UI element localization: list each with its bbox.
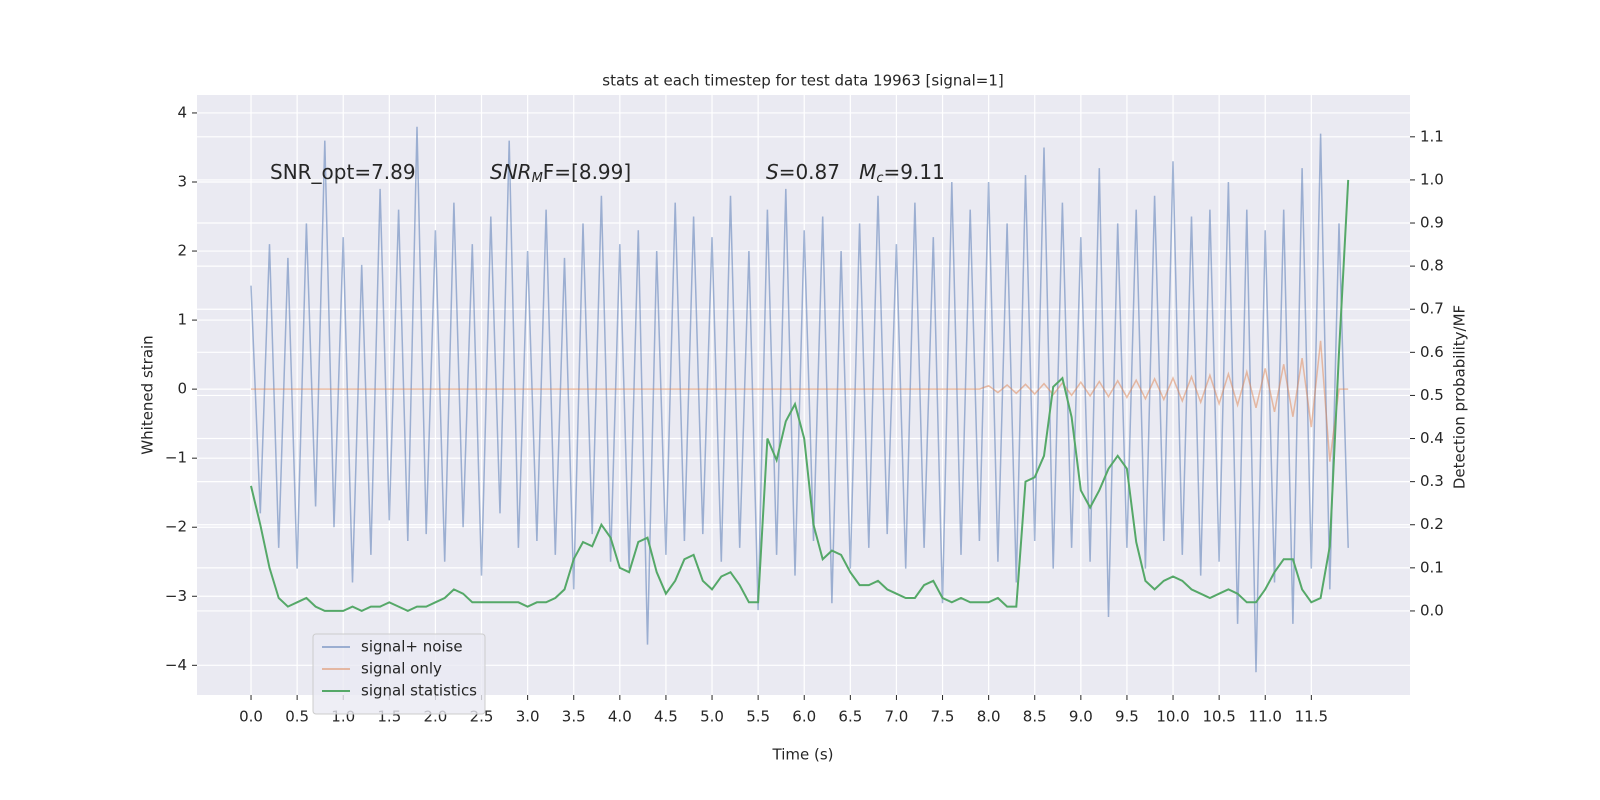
y2-tick-label: 0.8 <box>1420 257 1444 275</box>
y-tick-label: −4 <box>165 656 187 674</box>
y2-tick-label: 0.5 <box>1420 386 1444 404</box>
annotation-part: =9.11 <box>884 160 945 184</box>
y-tick-label: 0 <box>177 380 187 398</box>
annotation-part: S <box>766 160 779 184</box>
y2-tick-label: 1.0 <box>1420 170 1444 188</box>
y-tick-label: −3 <box>165 587 187 605</box>
y-tick-label: −2 <box>165 518 187 536</box>
x-tick-label: 9.5 <box>1115 708 1139 726</box>
x-tick-label: 0.0 <box>239 708 263 726</box>
legend-label: signal+ noise <box>361 638 463 656</box>
x-tick-label: 10.5 <box>1202 708 1235 726</box>
series-line <box>250 179 1350 613</box>
y2-tick-label: 0.1 <box>1420 558 1444 576</box>
x-tick-label: 8.0 <box>977 708 1001 726</box>
y2-tick-label: 0.7 <box>1420 300 1444 318</box>
x-tick-label: 3.0 <box>516 708 540 726</box>
annotation: SNR_opt=7.89 <box>270 160 416 184</box>
y2-tick-label: 0.0 <box>1420 601 1444 619</box>
y2-tick-label: 1.1 <box>1420 127 1444 145</box>
series-line <box>251 340 1349 462</box>
legend-box <box>312 633 486 715</box>
y2-tick-label: 0.9 <box>1420 214 1444 232</box>
series-line <box>250 126 1349 673</box>
chart-title: stats at each timestep for test data 199… <box>602 72 1003 90</box>
annotation-part: c <box>876 171 883 186</box>
x-tick-label: 11.0 <box>1249 708 1282 726</box>
x-tick-label: 11.5 <box>1295 708 1328 726</box>
legend-label: signal statistics <box>361 682 477 700</box>
annotation-part: M <box>532 171 543 186</box>
y2-tick-label: 0.4 <box>1420 429 1444 447</box>
x-tick-label: 7.0 <box>885 708 909 726</box>
x-tick-label: 6.5 <box>838 708 862 726</box>
x-tick-label: 7.5 <box>931 708 955 726</box>
y-tick-label: 2 <box>177 242 187 260</box>
annotation-part: SNR_opt=7.89 <box>270 160 416 184</box>
x-tick-label: 8.5 <box>1023 708 1047 726</box>
y-tick-label: 4 <box>177 103 187 121</box>
x-tick-label: 5.0 <box>700 708 724 726</box>
annotation-part: =0.87 <box>779 160 859 184</box>
annotation: S=0.87 Mc=9.11 <box>766 160 945 186</box>
x-tick-label: 5.5 <box>746 708 770 726</box>
y-axis-label: Whitened strain <box>139 335 157 454</box>
x-tick-label: 4.0 <box>608 708 632 726</box>
y-tick-label: 1 <box>177 311 187 329</box>
x-tick-label: 3.5 <box>562 708 586 726</box>
x-tick-label: 10.0 <box>1156 708 1189 726</box>
x-tick-label: 9.0 <box>1069 708 1093 726</box>
annotation-part: SNR <box>490 160 532 184</box>
legend-label: signal only <box>361 660 442 678</box>
annotation: SNRMF=[8.99] <box>490 160 631 186</box>
y2-tick-label: 0.2 <box>1420 515 1444 533</box>
annotation-part: M <box>859 160 876 184</box>
y2-tick-label: 0.3 <box>1420 472 1444 490</box>
y-tick-label: 3 <box>177 172 187 190</box>
x-tick-label: 4.5 <box>654 708 678 726</box>
y2-tick-label: 0.6 <box>1420 343 1444 361</box>
y-tick-label: −1 <box>165 449 187 467</box>
x-tick-label: 6.0 <box>792 708 816 726</box>
y2-axis-label: Detection probability/MF <box>1451 305 1469 489</box>
x-tick-label: 0.5 <box>285 708 309 726</box>
x-axis-label: Time (s) <box>772 746 834 764</box>
annotation-part: F=[8.99] <box>543 160 631 184</box>
